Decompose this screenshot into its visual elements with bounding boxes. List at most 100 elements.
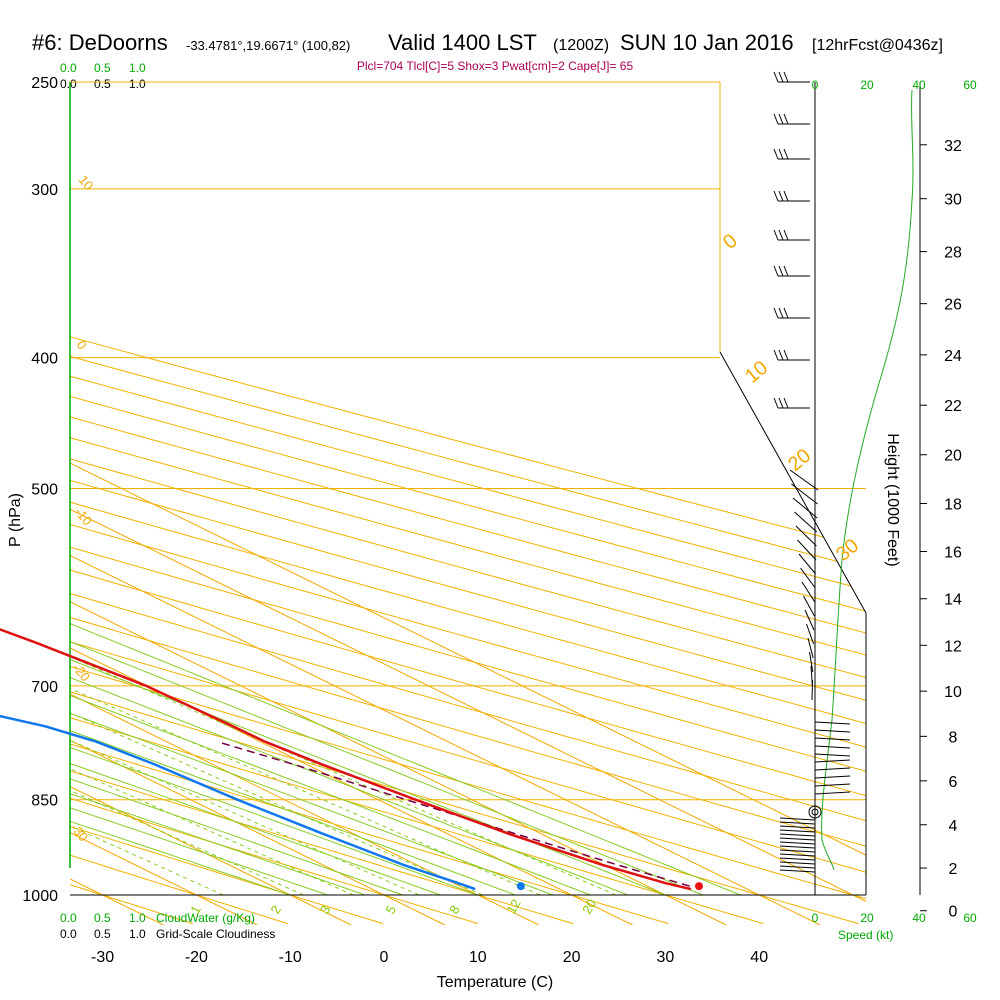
temperature-tick-label: 10 bbox=[469, 949, 487, 966]
wind-barb bbox=[779, 865, 816, 869]
moist-adiabat-line bbox=[70, 207, 741, 896]
height-tick-label: 0 bbox=[949, 904, 958, 921]
cloudwater-scale-top: 0.0 0.5 1.0 bbox=[60, 61, 146, 75]
height-tick-label: 30 bbox=[944, 192, 962, 209]
wind-barb bbox=[779, 845, 816, 849]
height-tick-label: 8 bbox=[949, 729, 958, 746]
calm-wind-marker bbox=[808, 805, 822, 819]
wind-barb bbox=[794, 511, 818, 533]
moist-adiabat-line bbox=[70, 207, 629, 896]
temperature-tick-label: 20 bbox=[563, 949, 581, 966]
wind-barb bbox=[779, 837, 816, 841]
dewpoint-profile bbox=[0, 714, 476, 891]
dry-adiabat-line bbox=[70, 82, 866, 925]
svg-text:40: 40 bbox=[912, 911, 926, 925]
wind-speed-profile bbox=[821, 89, 914, 871]
dry-adiabat-line bbox=[70, 82, 384, 925]
svg-text:0.5: 0.5 bbox=[94, 911, 111, 925]
svg-text:0.0: 0.0 bbox=[60, 77, 77, 91]
temperature-axis: -30 -20 -10 0 10 20 30 40 bbox=[91, 949, 768, 966]
svg-text:1.0: 1.0 bbox=[129, 911, 146, 925]
svg-text:0: 0 bbox=[812, 911, 819, 925]
svg-text:1.0: 1.0 bbox=[129, 61, 146, 75]
height-tick-label: 12 bbox=[944, 638, 962, 655]
height-tick-label: 18 bbox=[944, 496, 962, 513]
mixing-ratio-lines bbox=[70, 656, 617, 895]
isotherm-line bbox=[70, 82, 539, 925]
pressure-tick-label: 1000 bbox=[22, 888, 58, 905]
wind-barb bbox=[792, 497, 818, 519]
svg-text:0.5: 0.5 bbox=[94, 77, 111, 91]
mixing-ratio-line bbox=[70, 825, 224, 895]
dry-adiabat-line bbox=[70, 82, 574, 925]
surface-dewpoint-dot bbox=[516, 882, 525, 891]
isotherm-label: 20 bbox=[784, 445, 815, 476]
wind-barb bbox=[779, 825, 816, 829]
temperature-tick-label: 40 bbox=[750, 949, 768, 966]
wind-barb bbox=[779, 857, 816, 861]
pressure-tick-label: 250 bbox=[31, 75, 58, 92]
station-coords: -33.4781°,19.6671° (100,82) bbox=[186, 38, 350, 53]
wind-barb bbox=[779, 829, 816, 833]
wind-barb bbox=[779, 853, 816, 857]
dry-adiabat-line bbox=[70, 82, 866, 925]
wind-barb bbox=[809, 651, 814, 673]
speed-legend: Speed (kt) bbox=[838, 928, 893, 942]
svg-text:0: 0 bbox=[812, 78, 819, 92]
dry-adiabat-line bbox=[70, 82, 866, 925]
isotherm-label: 0 bbox=[74, 337, 90, 352]
cloudiness-legend: Grid-Scale Cloudiness bbox=[156, 927, 275, 941]
temperature-axis-label: Temperature (C) bbox=[437, 974, 553, 991]
valid-time: Valid 1400 LST bbox=[388, 30, 537, 55]
svg-text:1.0: 1.0 bbox=[129, 927, 146, 941]
dry-adiabat-line bbox=[70, 82, 866, 925]
adiabat-lines bbox=[70, 82, 866, 925]
svg-text:60: 60 bbox=[963, 911, 977, 925]
dry-adiabat-line bbox=[70, 82, 866, 925]
height-tick-label: 26 bbox=[944, 297, 962, 314]
pressure-axis-label: P (hPa) bbox=[7, 493, 24, 547]
moist-adiabat-line bbox=[70, 207, 441, 896]
moist-adiabat-line bbox=[70, 207, 591, 896]
isotherm-line bbox=[70, 82, 164, 925]
utc-time: (1200Z) bbox=[553, 37, 609, 54]
wind-barb bbox=[814, 791, 851, 795]
temperature-tick-label: 30 bbox=[657, 949, 675, 966]
isotherm-label: 10 bbox=[76, 172, 97, 193]
isotherm-line bbox=[70, 82, 633, 925]
wind-barb bbox=[814, 753, 851, 757]
dry-adiabat-line bbox=[70, 82, 866, 925]
svg-text:0.0: 0.0 bbox=[60, 911, 77, 925]
pressure-tick-label: 850 bbox=[31, 793, 58, 810]
mixing-ratio-label: 20 bbox=[579, 896, 599, 916]
wind-barb bbox=[779, 833, 816, 837]
temperature-profile bbox=[0, 628, 692, 891]
moist-adiabat-line bbox=[70, 207, 704, 896]
moist-adiabat-line bbox=[70, 207, 366, 896]
isotherm-line bbox=[70, 82, 727, 925]
cloudwater-legend: CloudWater (g/Kg) bbox=[156, 911, 255, 925]
moist-adiabat-line bbox=[70, 207, 553, 896]
svg-text:20: 20 bbox=[860, 911, 874, 925]
height-tick-label: 28 bbox=[944, 245, 962, 262]
mixing-ratio-line bbox=[70, 768, 354, 895]
height-tick-label: 2 bbox=[949, 861, 958, 878]
wind-barb bbox=[811, 679, 813, 701]
cloudiness-scale-top: 0.0 0.5 1.0 bbox=[60, 77, 146, 91]
moist-adiabat-line bbox=[70, 207, 403, 896]
isotherm-label: 10 bbox=[741, 357, 772, 388]
isotherm-label: 0 bbox=[719, 230, 742, 254]
wind-barb bbox=[779, 821, 816, 825]
svg-text:40: 40 bbox=[912, 78, 926, 92]
speed-ticks-bottom: 0 20 40 60 Speed (kt) bbox=[812, 911, 977, 942]
moist-adiabat-line bbox=[70, 207, 291, 896]
wind-barb bbox=[797, 539, 817, 561]
svg-text:0.0: 0.0 bbox=[60, 927, 77, 941]
temperature-tick-label: -20 bbox=[185, 949, 208, 966]
mixing-ratio-line bbox=[70, 656, 617, 895]
wind-barb bbox=[789, 469, 819, 491]
height-tick-label: 6 bbox=[949, 774, 958, 791]
dry-adiabat-line bbox=[70, 82, 859, 925]
temperature-tick-label: 0 bbox=[380, 949, 389, 966]
